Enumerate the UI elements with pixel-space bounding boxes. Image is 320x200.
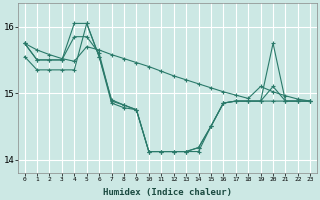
X-axis label: Humidex (Indice chaleur): Humidex (Indice chaleur) [103,188,232,197]
